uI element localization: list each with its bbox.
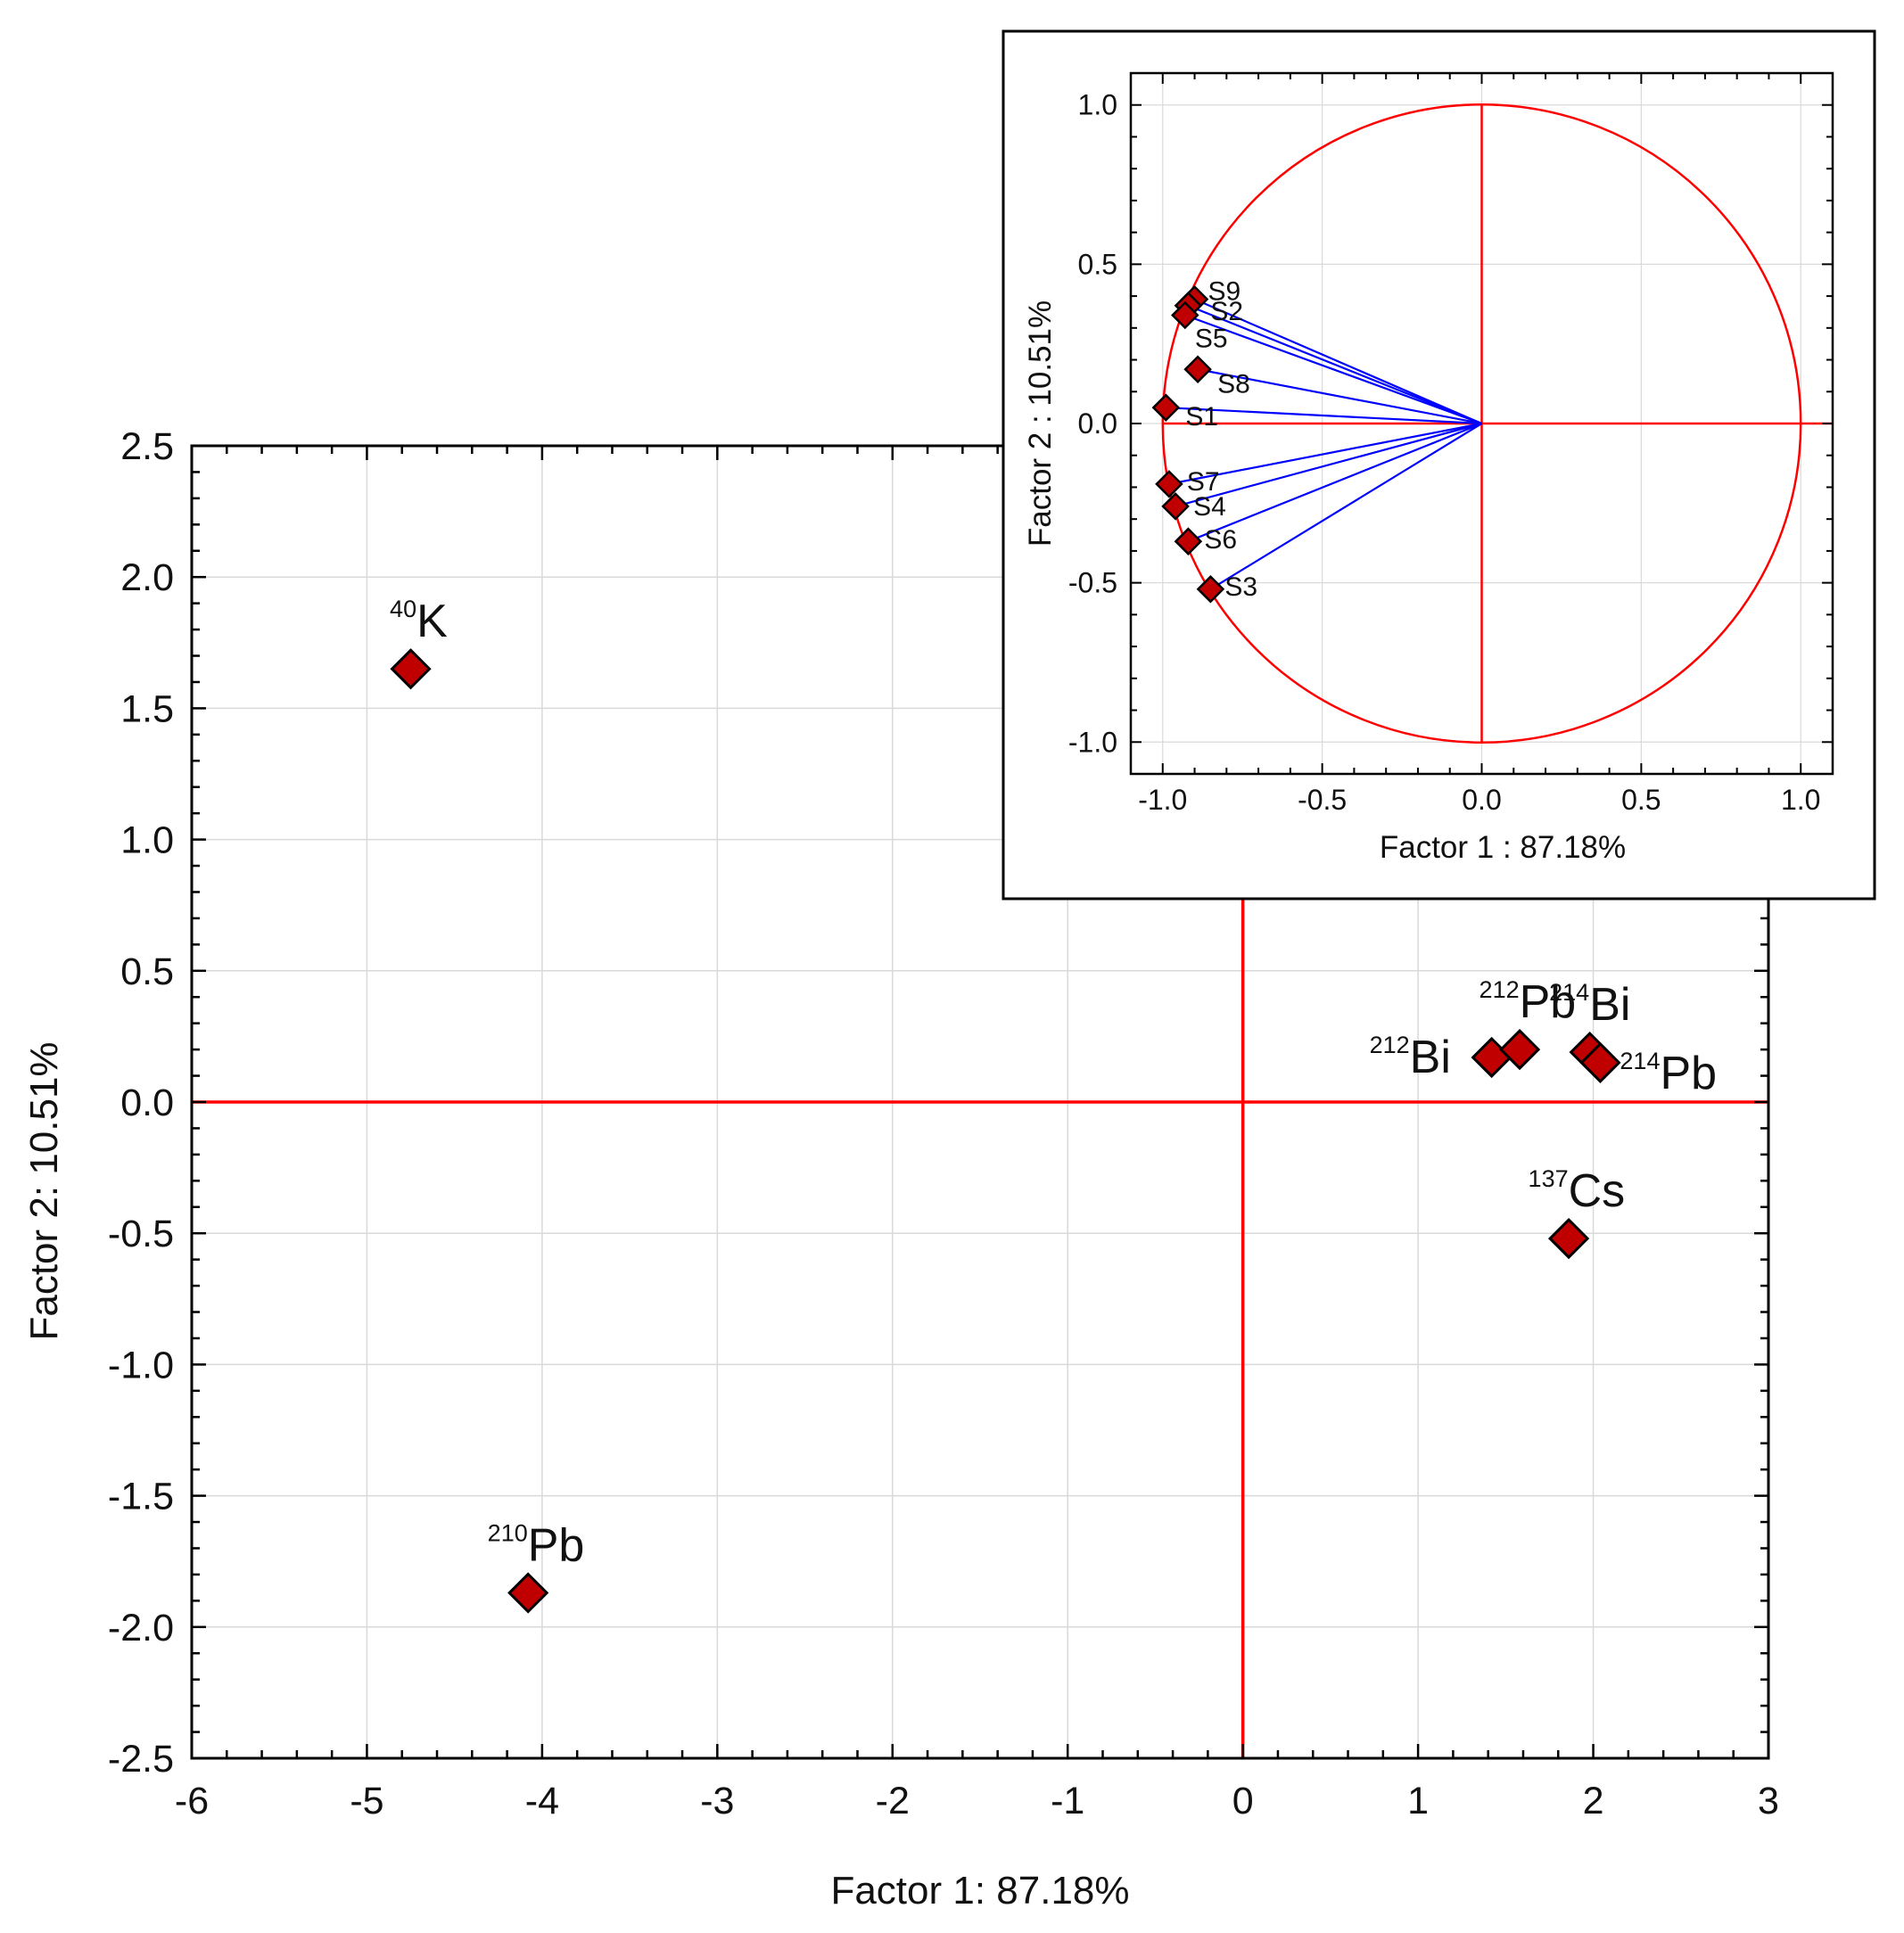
- label-40K: 40K: [390, 596, 448, 647]
- point-212Pb: [1498, 1028, 1541, 1071]
- vector-S7: [1168, 422, 1482, 485]
- vector-S5: [1184, 314, 1482, 425]
- inset-x-tick-label: -1.0: [1138, 784, 1187, 816]
- inset-panel: [1001, 29, 1876, 901]
- main-y-tick-label: -2.0: [108, 1607, 174, 1649]
- label-mass-number: 214: [1620, 1048, 1660, 1074]
- label-mass-number: 137: [1529, 1165, 1569, 1192]
- loading-label-S2: S2: [1210, 297, 1243, 326]
- label-mass-number: 214: [1549, 979, 1589, 1006]
- label-212Pb: 212Pb: [1480, 976, 1577, 1028]
- label-137Cs: 137Cs: [1529, 1165, 1626, 1217]
- main-y-tick-label: 0.5: [120, 950, 174, 993]
- vector-S2: [1187, 304, 1482, 425]
- vector-S3: [1209, 423, 1483, 590]
- label-mass-number: 212: [1480, 976, 1520, 1003]
- inset-axis-ticks: [1131, 73, 1833, 774]
- label-element: Pb: [528, 1520, 585, 1572]
- main-y-tick-label: -2.5: [108, 1738, 174, 1781]
- label-element: Cs: [1569, 1165, 1626, 1217]
- main-y-tick-labels: 2.5 2.0 1.5 1.0 0.5 0.0 -0.5 -1.0 -1.5 -2.0 -2.5: [108, 425, 174, 1781]
- main-y-tick-label: 1.0: [120, 819, 174, 862]
- label-mass-number: 212: [1370, 1032, 1410, 1058]
- unit-circle: [1161, 103, 1802, 744]
- loading-label-S7: S7: [1187, 467, 1220, 497]
- vector-S8: [1197, 368, 1482, 425]
- label-element: Bi: [1410, 1032, 1451, 1083]
- point-214Pb: [1579, 1041, 1621, 1083]
- main-x-axis-title: Factor 1: 87.18%: [830, 1869, 1129, 1912]
- loading-label-S8: S8: [1217, 369, 1250, 399]
- inset-x-tick-label: -0.5: [1298, 784, 1347, 816]
- inset-x-tick-label: 0.5: [1621, 784, 1661, 816]
- inset-x-tick-label: 1.0: [1781, 784, 1820, 816]
- loading-point-S6: [1174, 527, 1203, 555]
- vector-S9: [1194, 298, 1482, 425]
- loading-label-S4: S4: [1193, 492, 1226, 522]
- inset-y-tick-label: -1.0: [1068, 726, 1117, 758]
- loading-label-S9: S9: [1208, 277, 1241, 307]
- loading-point-S3: [1196, 575, 1225, 604]
- point-137Cs: [1547, 1217, 1590, 1260]
- point-210Pb: [507, 1572, 549, 1614]
- label-element: K: [416, 596, 448, 647]
- loading-point-S4: [1161, 492, 1190, 521]
- loading-label-S6: S6: [1204, 525, 1237, 555]
- main-x-tick-label: -3: [700, 1780, 734, 1822]
- inset-y-tick-label: -0.5: [1068, 567, 1117, 599]
- main-y-axis-title: Factor 2: 10.51%: [22, 1041, 66, 1340]
- main-x-tick-label: -4: [525, 1780, 559, 1822]
- label-element: Pb: [1660, 1048, 1717, 1099]
- loading-label-S5: S5: [1195, 325, 1228, 354]
- inset-y-tick-label: 0.0: [1078, 407, 1117, 440]
- vector-S4: [1175, 422, 1482, 507]
- inset-x-axis-title: Factor 1 : 87.18%: [1380, 830, 1626, 865]
- label-214Pb: 214Pb: [1620, 1048, 1717, 1099]
- inset-x-tick-label: 0.0: [1462, 784, 1501, 816]
- loading-point-S5: [1171, 300, 1199, 330]
- factor-loadings-inset: -1.0 -0.5 0.0 0.5 1.0 1.0 0.5 0.0 -0.5 -1.0 S9S2…: [1001, 29, 1876, 901]
- inset-y-axis-title: Factor 2 : 10.51%: [1023, 300, 1058, 547]
- main-x-tick-label: -6: [175, 1780, 209, 1822]
- label-element: Pb: [1520, 976, 1577, 1028]
- label-212Bi: 212Bi: [1370, 1032, 1451, 1083]
- main-y-tick-label: 2.0: [120, 556, 174, 599]
- label-mass-number: 40: [390, 596, 416, 622]
- inset-x-tick-labels: -1.0 -0.5 0.0 0.5 1.0: [1138, 784, 1820, 816]
- main-x-tick-label: -2: [876, 1780, 910, 1822]
- inset-y-tick-labels: 1.0 0.5 0.0 -0.5 -1.0: [1068, 89, 1117, 759]
- main-x-tick-label: 1: [1407, 1780, 1429, 1822]
- loading-label-S1: S1: [1185, 402, 1218, 432]
- main-y-tick-label: -1.0: [108, 1344, 174, 1386]
- label-214Bi: 214Bi: [1549, 979, 1630, 1031]
- point-40K: [390, 648, 432, 690]
- main-x-tick-label: 2: [1583, 1780, 1604, 1822]
- loading-point-S7: [1155, 470, 1183, 498]
- main-x-tick-label: 0: [1232, 1780, 1254, 1822]
- inset-y-tick-label: 1.0: [1078, 89, 1117, 121]
- label-210Pb: 210Pb: [488, 1520, 585, 1572]
- vector-S1: [1166, 407, 1482, 425]
- main-y-tick-label: -1.5: [108, 1476, 174, 1518]
- label-element: Bi: [1589, 979, 1630, 1031]
- loading-vectors: [1166, 298, 1483, 590]
- main-x-tick-label: 3: [1758, 1780, 1779, 1822]
- label-mass-number: 210: [488, 1520, 528, 1547]
- inset-y-tick-label: 0.5: [1078, 248, 1117, 280]
- main-x-tick-label: -1: [1051, 1780, 1084, 1822]
- loading-point-S8: [1183, 355, 1212, 384]
- main-y-tick-label: -0.5: [108, 1213, 174, 1255]
- main-y-tick-label: 0.0: [120, 1082, 174, 1124]
- main-x-tick-labels: -6 -5 -4 -3 -2 -1 0 1 2 3: [175, 1780, 1779, 1822]
- main-x-tick-label: -5: [350, 1780, 383, 1822]
- loading-point-S1: [1151, 393, 1181, 422]
- loading-label-S3: S3: [1224, 572, 1257, 602]
- vector-S6: [1187, 422, 1482, 543]
- main-y-tick-label: 2.5: [120, 425, 174, 468]
- main-y-tick-label: 1.5: [120, 687, 174, 730]
